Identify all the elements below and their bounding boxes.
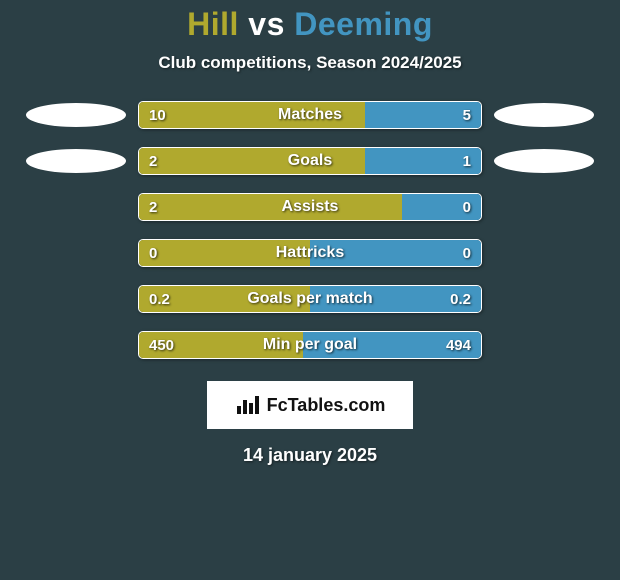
- stat-row: 21Goals: [0, 147, 620, 175]
- stat-row: 20Assists: [0, 193, 620, 221]
- title-player2: Deeming: [294, 6, 433, 42]
- bar-segment-left: [139, 102, 365, 128]
- stat-row: 0.20.2Goals per match: [0, 285, 620, 313]
- stat-value-right: 0: [463, 240, 471, 266]
- stat-value-right: 1: [463, 148, 471, 174]
- bar-segment-left: [139, 240, 310, 266]
- stat-row: 105Matches: [0, 101, 620, 129]
- stat-bar: 20Assists: [138, 193, 482, 221]
- stat-value-right: 494: [446, 332, 471, 358]
- subtitle: Club competitions, Season 2024/2025: [0, 53, 620, 73]
- bar-segment-left: [139, 194, 402, 220]
- stat-bar: 21Goals: [138, 147, 482, 175]
- page-title: Hill vs Deeming: [0, 6, 620, 43]
- stat-row: 00Hattricks: [0, 239, 620, 267]
- title-vs: vs: [248, 6, 285, 42]
- stat-value-left: 2: [149, 194, 157, 220]
- stat-bar: 450494Min per goal: [138, 331, 482, 359]
- stat-value-left: 450: [149, 332, 174, 358]
- team-badge-right: [494, 103, 594, 127]
- footer-logo-text: FcTables.com: [267, 395, 386, 416]
- stat-value-left: 10: [149, 102, 166, 128]
- stat-bar: 00Hattricks: [138, 239, 482, 267]
- stat-value-left: 0.2: [149, 286, 170, 312]
- comparison-card: Hill vs Deeming Club competitions, Seaso…: [0, 0, 620, 466]
- stat-bar: 105Matches: [138, 101, 482, 129]
- stat-value-right: 0.2: [450, 286, 471, 312]
- stat-value-left: 0: [149, 240, 157, 266]
- stat-value-left: 2: [149, 148, 157, 174]
- bar-segment-left: [139, 148, 365, 174]
- stat-value-right: 0: [463, 194, 471, 220]
- team-badge-left: [26, 149, 126, 173]
- stat-row: 450494Min per goal: [0, 331, 620, 359]
- title-player1: Hill: [187, 6, 239, 42]
- team-badge-left: [26, 103, 126, 127]
- stat-value-right: 5: [463, 102, 471, 128]
- footer-logo[interactable]: FcTables.com: [207, 381, 413, 429]
- bar-segment-right: [310, 240, 481, 266]
- team-badge-right: [494, 149, 594, 173]
- date-text: 14 january 2025: [0, 445, 620, 466]
- bar-chart-icon: [235, 394, 261, 416]
- stat-bar: 0.20.2Goals per match: [138, 285, 482, 313]
- stats-list: 105Matches21Goals20Assists00Hattricks0.2…: [0, 101, 620, 359]
